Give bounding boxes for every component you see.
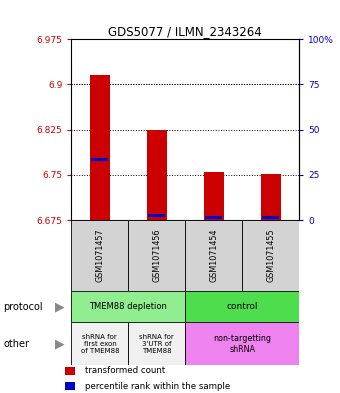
Bar [148,214,165,217]
Bar [129,322,185,365]
Bar [65,382,75,390]
Bar [71,322,129,365]
Text: ▶: ▶ [55,300,64,313]
Bar [147,130,167,220]
Text: percentile rank within the sample: percentile rank within the sample [85,382,230,391]
Bar [185,220,242,291]
Text: protocol: protocol [3,301,43,312]
Bar [204,172,224,220]
Text: TMEM88 depletion: TMEM88 depletion [89,302,167,311]
Text: other: other [3,339,29,349]
Bar [65,367,75,375]
Text: control: control [226,302,258,311]
Text: shRNA for
first exon
of TMEM88: shRNA for first exon of TMEM88 [81,334,119,354]
Text: transformed count: transformed count [85,367,165,375]
Text: ▶: ▶ [55,337,64,351]
Text: GSM1071455: GSM1071455 [266,229,275,282]
Text: non-targetting
shRNA: non-targetting shRNA [213,334,271,354]
Bar [90,75,110,220]
Bar [185,322,299,365]
Bar [91,158,108,161]
Bar [242,220,299,291]
Text: GSM1071454: GSM1071454 [209,229,218,282]
Text: GSM1071457: GSM1071457 [96,229,104,282]
Bar [71,220,129,291]
Bar [261,174,281,220]
Text: GSM1071456: GSM1071456 [152,229,161,282]
Bar [185,291,299,322]
Bar [71,291,185,322]
Bar [129,220,185,291]
Bar [262,216,279,219]
Title: GDS5077 / ILMN_2343264: GDS5077 / ILMN_2343264 [108,25,262,38]
Text: shRNA for
3'UTR of
TMEM88: shRNA for 3'UTR of TMEM88 [139,334,174,354]
Bar [205,216,222,219]
